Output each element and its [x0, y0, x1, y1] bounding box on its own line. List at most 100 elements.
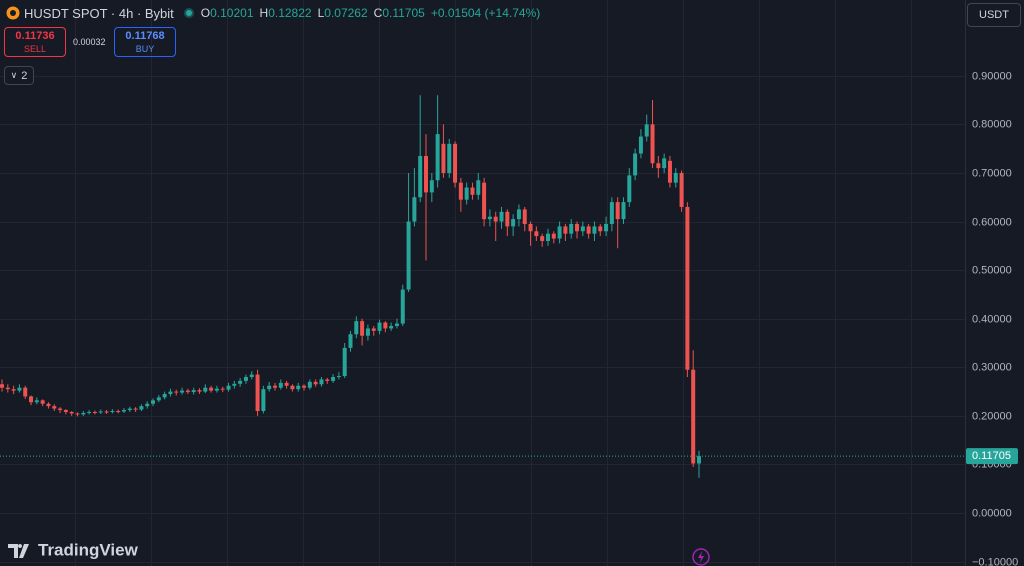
candle-body: [296, 385, 301, 390]
close-label: C: [373, 6, 383, 20]
candle-body: [615, 202, 620, 220]
buy-button[interactable]: 0.11768 BUY: [114, 27, 176, 57]
candle-body: [470, 187, 475, 195]
candle-body: [23, 387, 28, 397]
y-tick-label: 0.00000: [972, 507, 1012, 519]
candle-body: [371, 328, 376, 331]
candle-body: [87, 411, 92, 413]
candle-body: [656, 163, 661, 169]
close-value: 0.11705: [382, 6, 425, 20]
candle-body: [569, 223, 574, 234]
candle-body: [249, 374, 254, 378]
candle-body: [220, 388, 225, 390]
open-value: 0.10201: [210, 6, 254, 20]
candle-body: [110, 411, 115, 413]
candle-body: [453, 143, 458, 183]
candle-body: [458, 182, 463, 200]
candle-body: [383, 322, 388, 329]
candle-body: [336, 376, 341, 378]
candle-body: [511, 219, 516, 227]
candle-body: [203, 387, 208, 392]
sell-label: SELL: [23, 44, 47, 54]
candle-body: [516, 209, 521, 220]
indicators-toggle[interactable]: ∨ 2: [4, 66, 34, 85]
candle-body: [377, 322, 382, 331]
candle-body: [482, 182, 487, 220]
candle-body: [162, 394, 167, 398]
sell-price: 0.11736: [15, 30, 55, 42]
grid: [0, 0, 965, 566]
candle-body: [180, 390, 185, 393]
candle-body: [691, 369, 696, 464]
buy-label: BUY: [135, 44, 155, 54]
candle-body: [441, 143, 446, 173]
candle-body: [627, 175, 632, 203]
candle-body: [290, 385, 295, 390]
candle-body: [476, 180, 481, 195]
brand: TradingView: [38, 540, 139, 559]
currency-button[interactable]: USDT: [967, 3, 1021, 27]
candle-body: [34, 400, 39, 403]
candle-body: [522, 209, 527, 224]
price-axis: −0.100000.000000.100000.200000.300000.40…: [966, 70, 1018, 566]
candle-body: [406, 221, 411, 290]
candle-body: [156, 397, 161, 401]
candle-body: [116, 411, 121, 413]
last-price-label: 0.11705: [972, 450, 1011, 462]
candle-body: [232, 383, 237, 386]
candle-body: [104, 411, 109, 413]
candle-body: [226, 385, 231, 390]
candle-body: [331, 377, 336, 381]
candle-body: [685, 206, 690, 370]
candle-body: [40, 400, 45, 404]
candle-body: [360, 321, 365, 336]
candle-body: [174, 391, 179, 393]
candle-body: [435, 134, 440, 181]
candle-body: [342, 347, 347, 377]
low-label: L: [317, 6, 325, 20]
candle-body: [528, 223, 533, 232]
candle-body: [418, 155, 423, 198]
sell-button[interactable]: 0.11736 SELL: [4, 27, 66, 57]
candle-body: [243, 377, 248, 381]
candle-body: [209, 387, 214, 391]
candle-body: [580, 226, 585, 232]
candle-body: [394, 323, 399, 326]
candle-body: [278, 382, 283, 388]
symbol: HUSDT SPOT · 4h · Bybit: [24, 5, 174, 21]
plot: [0, 95, 965, 478]
alert-icon: [692, 548, 710, 566]
candle-body: [92, 411, 97, 413]
candle-body: [499, 211, 504, 222]
candle-body: [575, 223, 580, 232]
indicators-count: 2: [21, 69, 28, 82]
candle-body: [534, 231, 539, 237]
candle-body: [354, 321, 359, 335]
candle-body: [52, 406, 57, 409]
candle-body: [540, 236, 545, 241]
open-label: O: [200, 6, 211, 20]
candle-body: [638, 136, 643, 154]
candle-body: [261, 389, 266, 412]
candle-body: [697, 456, 701, 464]
candle-body: [191, 390, 196, 393]
candle-body: [313, 381, 318, 385]
candle-body: [650, 124, 655, 164]
candle-body: [5, 387, 10, 390]
candle-body: [598, 226, 603, 232]
y-tick-label: 0.50000: [972, 264, 1012, 276]
y-tick-label: 0.70000: [972, 167, 1012, 179]
candle-body: [145, 403, 150, 407]
candle-body: [29, 396, 34, 403]
candle-body: [168, 391, 173, 395]
market-status: [183, 8, 194, 18]
change: +0.01504 (+14.74%): [430, 6, 541, 20]
candle-body: [563, 226, 568, 234]
candle-body: [429, 180, 434, 193]
candle-body: [11, 389, 16, 391]
candle-body: [133, 408, 138, 410]
candle-body: [545, 233, 550, 241]
candle-body: [238, 380, 243, 384]
y-tick-label: 0.90000: [972, 70, 1012, 82]
